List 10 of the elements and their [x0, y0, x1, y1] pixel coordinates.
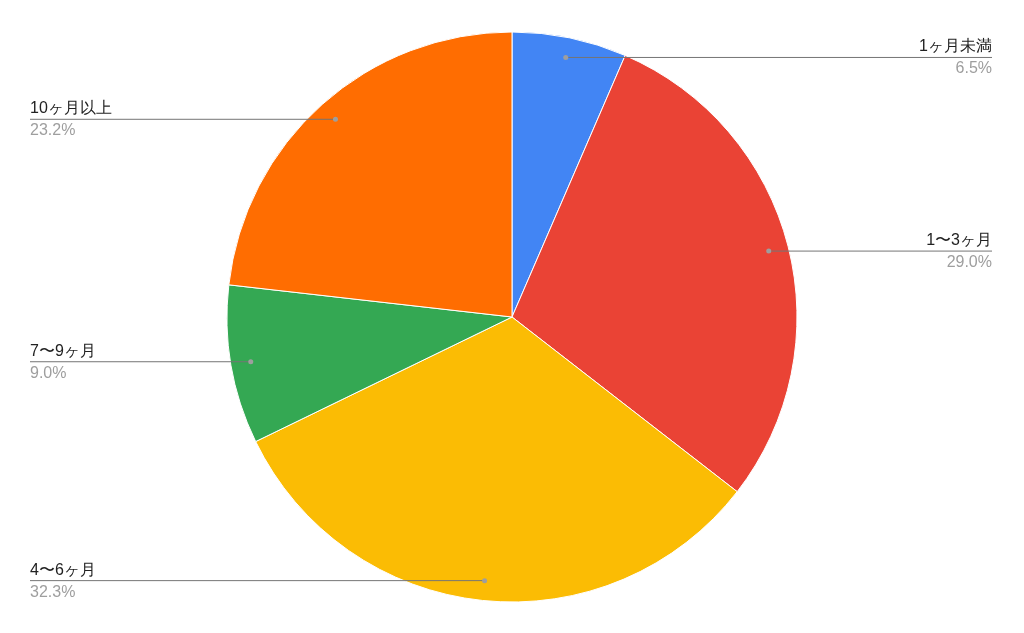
- data-label: 32.3%: [30, 582, 76, 600]
- data-label: 9.0%: [30, 363, 67, 381]
- slice-label: 4〜6ヶ月: [30, 560, 96, 578]
- data-label: 29.0%: [946, 253, 992, 271]
- slice-label: 7〜9ヶ月: [30, 341, 96, 359]
- slice-label: 1ヶ月未満: [919, 37, 992, 55]
- slice-label: 1〜3ヶ月: [926, 231, 992, 249]
- data-label: 23.2%: [30, 121, 76, 139]
- slice-label: 10ヶ月以上: [30, 99, 112, 117]
- data-label: 6.5%: [955, 59, 992, 77]
